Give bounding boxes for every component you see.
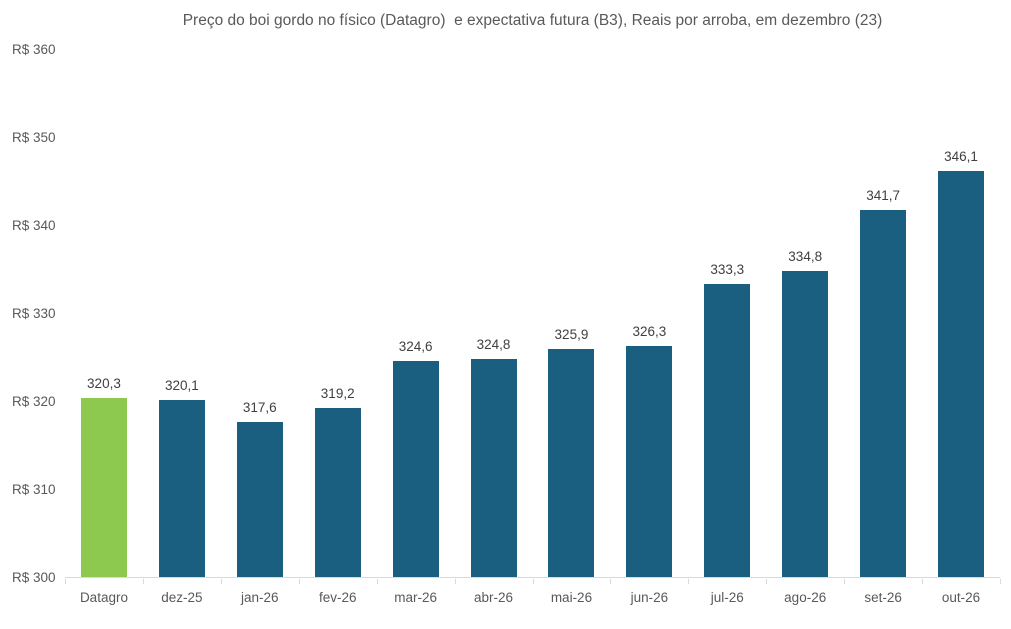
bar-abr-26 — [470, 358, 517, 577]
x-axis-tick-mark — [766, 579, 768, 584]
bar-value-label: 324,6 — [398, 338, 433, 354]
bar-jun-26 — [626, 345, 673, 577]
y-axis: R$ 300 R$ 310 R$ 320 R$ 330 R$ 340 R$ 350 R$ 3… — [12, 42, 62, 585]
x-axis-category-label: mai-26 — [550, 590, 593, 605]
y-axis-tick-label: R$ 320 — [12, 394, 56, 409]
y-axis-tick-label: R$ 330 — [12, 306, 56, 321]
x-axis-tick-mark — [922, 579, 924, 584]
bar-out-26 — [938, 171, 985, 577]
bar-mar-26 — [392, 360, 439, 577]
x-axis-category-label: set-26 — [864, 590, 902, 605]
plot-area: 320,3 320,1 317,6 319,2 324,6 324,8 325,9 326,3… — [65, 50, 1000, 578]
y-axis-tick-label: R$ 360 — [12, 42, 56, 57]
y-axis-tick-label: R$ 340 — [12, 218, 56, 233]
bar-value-label: 324,8 — [476, 336, 511, 352]
x-axis-category-label: mar-26 — [394, 590, 437, 605]
x-axis-category-label: ago-26 — [784, 590, 827, 605]
bar-value-label: 319,2 — [320, 386, 355, 402]
x-axis-category-label: out-26 — [941, 590, 981, 605]
x-axis-category-label: jun-26 — [630, 590, 669, 605]
chart-title: Preço do boi gordo no físico (Datagro) e… — [182, 12, 883, 29]
bar-fev-26 — [314, 408, 361, 577]
x-axis-category-label: abr-26 — [474, 590, 514, 605]
bar-value-label: 341,7 — [866, 188, 900, 204]
y-axis-tick-label: R$ 300 — [12, 570, 56, 585]
x-axis-category-label: Datagro — [79, 590, 128, 605]
x-axis-tick-mark — [688, 579, 690, 584]
bar-ago-26 — [782, 270, 829, 577]
x-axis-category-label: jul-26 — [710, 590, 744, 605]
bar-jul-26 — [704, 283, 751, 577]
y-axis-tick-label: R$ 310 — [12, 482, 56, 497]
x-axis-category-label: jan-26 — [241, 590, 279, 605]
bar-value-label: 333,3 — [710, 261, 745, 277]
bar-jan-26 — [236, 422, 283, 577]
bar-mai-26 — [548, 349, 595, 577]
bar-value-label: 317,6 — [242, 400, 277, 416]
x-axis-tick-mark — [142, 579, 144, 584]
bar-set-26 — [860, 210, 907, 577]
x-axis: Datagro dez-25 jan-26 fev-26 mar-26 abr-26 mai… — [65, 579, 1001, 619]
x-axis-category-label: dez-25 — [161, 590, 203, 605]
bar-dez-25 — [158, 400, 205, 577]
bar-value-label: 346,1 — [944, 149, 978, 165]
x-axis-tick-mark — [220, 579, 222, 584]
x-axis-tick-mark — [65, 579, 66, 584]
bar-datagro-highlight — [80, 398, 127, 577]
x-axis-tick-mark — [454, 579, 456, 584]
bar-value-label: 325,9 — [554, 327, 589, 343]
bar-value-label: 334,8 — [788, 248, 823, 264]
x-axis-tick-mark — [376, 579, 378, 584]
bar-value-label: 320,3 — [87, 376, 121, 392]
bar-value-label: 326,3 — [632, 323, 667, 339]
x-axis-tick-mark — [532, 579, 534, 584]
x-axis-tick-mark — [1000, 579, 1001, 584]
x-axis-tick-mark — [844, 579, 846, 584]
x-axis-tick-mark — [610, 579, 612, 584]
x-axis-tick-mark — [298, 579, 300, 584]
x-axis-category-label: fev-26 — [318, 590, 357, 605]
y-axis-tick-label: R$ 350 — [12, 130, 56, 145]
bar-value-label: 320,1 — [164, 378, 199, 394]
